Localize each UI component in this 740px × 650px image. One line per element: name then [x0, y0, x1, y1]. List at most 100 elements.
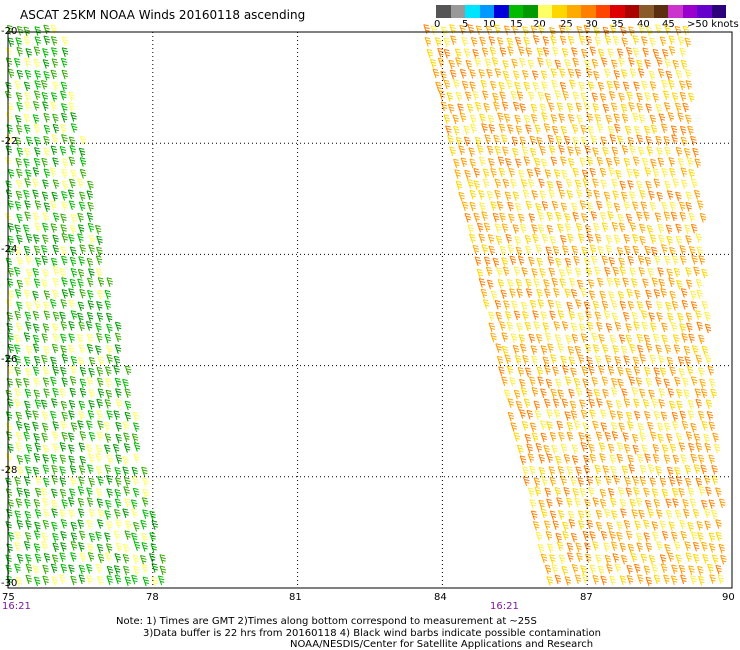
wind-barb [543, 398, 551, 409]
wind-barb [534, 486, 541, 497]
wind-barb [697, 367, 705, 377]
wind-barb [537, 211, 545, 222]
wind-barb [459, 112, 467, 123]
wind-barb [553, 409, 561, 419]
wind-barb [548, 189, 555, 200]
wind-barb [629, 267, 636, 277]
wind-barb [656, 312, 663, 322]
wind-barb [591, 376, 598, 387]
wind-barb [563, 454, 571, 464]
wind-barb [70, 365, 77, 376]
wind-barb [7, 290, 15, 300]
wind-barb [79, 431, 87, 441]
wind-barb [611, 222, 619, 232]
wind-barb [718, 543, 725, 554]
wind-barb [569, 400, 577, 411]
wind-barb [34, 399, 42, 409]
wind-barb [558, 24, 566, 35]
wind-barb [661, 444, 669, 454]
wind-barb [681, 333, 688, 343]
wind-barb [133, 422, 140, 432]
wind-barb [23, 158, 30, 169]
wind-barb [575, 387, 583, 398]
wind-barb [42, 179, 49, 189]
wind-barb [552, 46, 559, 57]
wind-barb [624, 477, 631, 487]
wind-barb [621, 388, 628, 398]
wind-barb [522, 354, 529, 365]
wind-barb [502, 146, 509, 156]
wind-barb [566, 497, 573, 508]
wind-barb [540, 420, 547, 431]
wind-barb [564, 411, 571, 421]
wind-barb [515, 246, 523, 257]
wind-barb [491, 57, 499, 67]
wind-barb [581, 48, 588, 59]
wind-barb [561, 169, 568, 180]
wind-barb [629, 343, 636, 354]
wind-barb [645, 180, 652, 191]
wind-barb [582, 378, 589, 388]
wind-barb [586, 156, 594, 167]
wind-barb [484, 58, 492, 68]
wind-barb [577, 477, 584, 487]
wind-barb [95, 563, 103, 574]
wind-barb [658, 399, 665, 409]
wind-barb [505, 158, 512, 168]
wind-barb [532, 35, 540, 45]
wind-barb [15, 421, 23, 431]
wind-barb [478, 190, 485, 200]
wind-barb [543, 279, 550, 289]
wind-barb [498, 366, 505, 377]
wind-barb [521, 267, 528, 277]
wind-barb [527, 59, 535, 70]
wind-barb [636, 453, 644, 464]
wind-barb [104, 333, 112, 344]
wind-barb [614, 123, 621, 134]
wind-barb [88, 367, 95, 378]
wind-barb [540, 345, 548, 355]
wind-barb [612, 35, 620, 46]
wind-barb [14, 563, 21, 574]
wind-barb [598, 442, 606, 452]
wind-barb [614, 356, 621, 366]
wind-barb [701, 541, 708, 552]
wind-barb [600, 575, 607, 586]
wind-barb [447, 103, 455, 114]
wind-barb [558, 189, 566, 199]
wind-barb [580, 213, 588, 223]
wind-barb [79, 455, 86, 466]
wind-barb [510, 422, 517, 432]
wind-barb [41, 541, 48, 551]
wind-barb [608, 167, 615, 177]
wind-barb [551, 125, 559, 136]
wind-barb [566, 301, 573, 312]
wind-barb [703, 433, 710, 444]
wind-barb [542, 47, 550, 57]
wind-barb [43, 71, 50, 81]
wind-barb [41, 245, 48, 255]
wind-barb [511, 136, 518, 147]
wind-barb [507, 411, 515, 422]
wind-barb [567, 552, 574, 562]
wind-barb [14, 541, 21, 552]
wind-barb [586, 519, 594, 530]
wind-barb [704, 311, 711, 322]
wind-barb [548, 145, 556, 155]
wind-barb [95, 268, 103, 278]
wind-barb [531, 190, 538, 200]
wind-barb [14, 366, 21, 377]
wind-barb [613, 70, 620, 80]
wind-barb [61, 499, 68, 509]
wind-barb [516, 288, 523, 299]
wind-barb [78, 201, 86, 212]
wind-barb [657, 433, 664, 444]
wind-barb [51, 47, 58, 57]
wind-barb [503, 113, 511, 124]
wind-barb [663, 90, 670, 101]
wind-barb [550, 35, 557, 46]
wind-barb [682, 102, 689, 113]
wind-barb [605, 200, 613, 211]
wind-barb [622, 432, 629, 442]
wind-barb [581, 169, 589, 180]
